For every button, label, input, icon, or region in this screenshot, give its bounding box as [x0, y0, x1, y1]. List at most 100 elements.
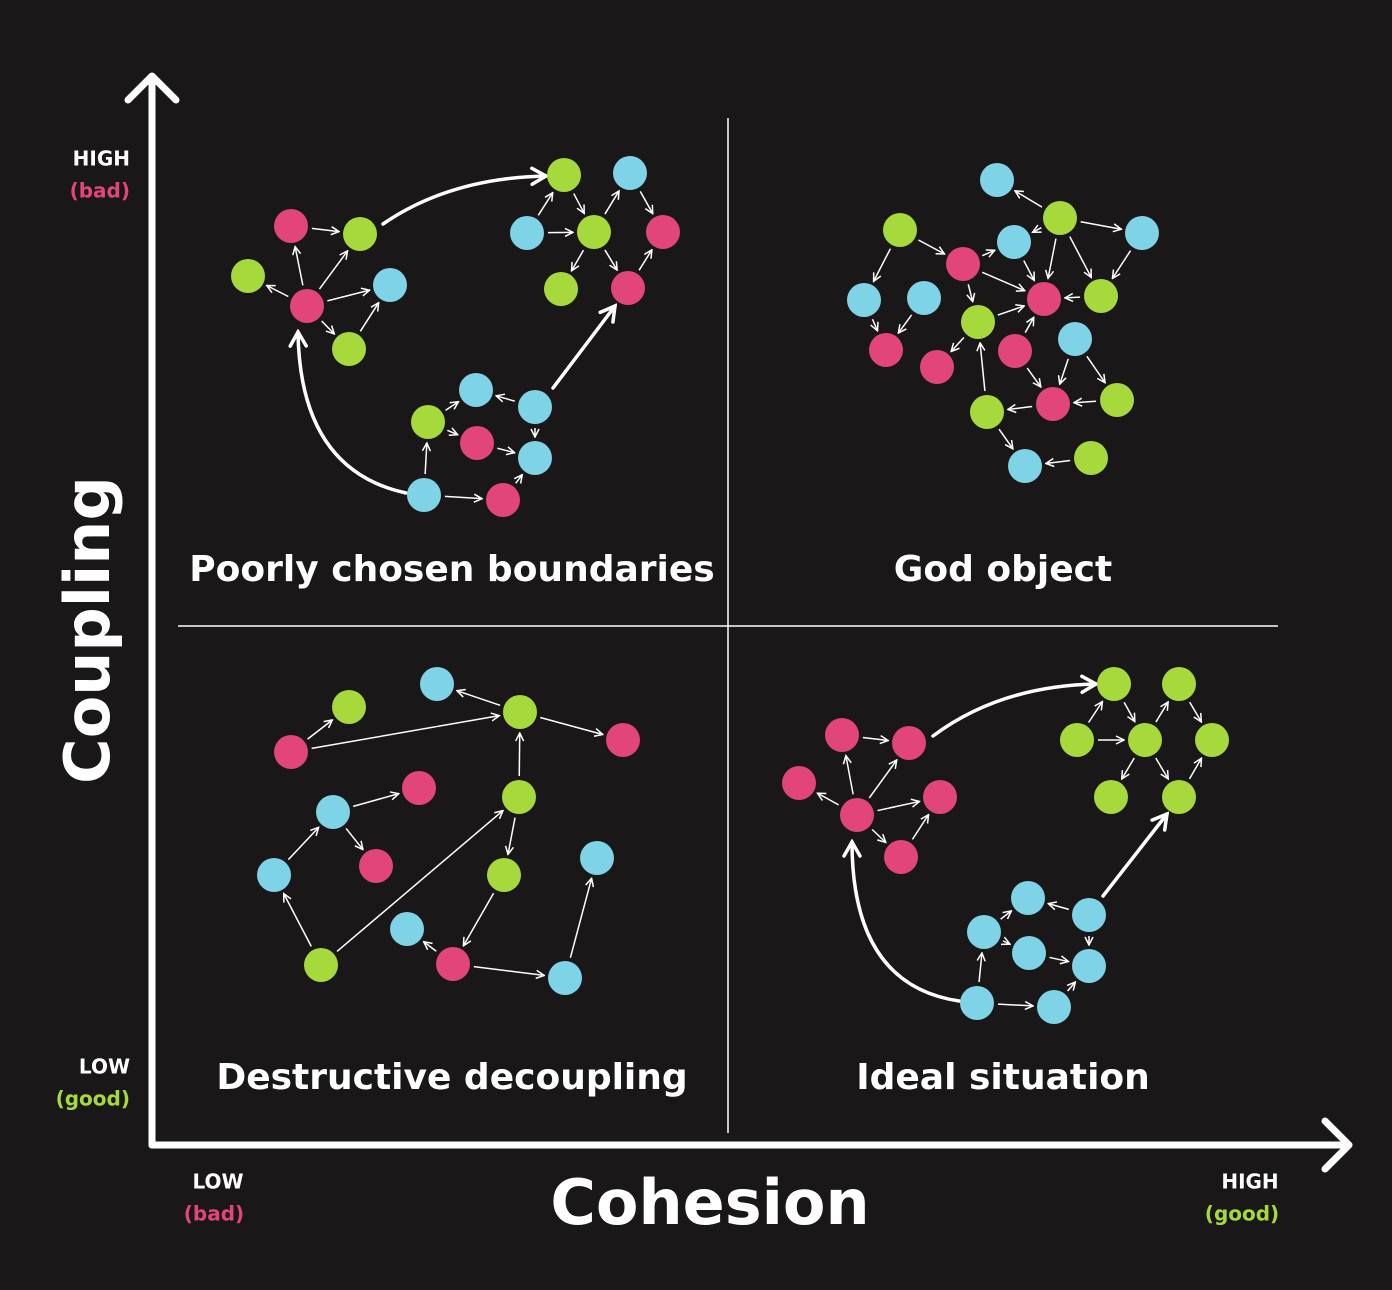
- edge: [911, 815, 928, 840]
- edge: [473, 965, 544, 976]
- node: [613, 156, 647, 190]
- edge: [868, 760, 896, 799]
- y-axis-title: Coupling: [51, 476, 124, 784]
- node: [1011, 881, 1045, 915]
- edge: [862, 737, 888, 740]
- node: [343, 217, 377, 251]
- edge: [968, 284, 972, 301]
- node: [923, 780, 957, 814]
- edge: [1080, 221, 1122, 229]
- node: [1100, 383, 1134, 417]
- edge: [998, 428, 1013, 449]
- node: [486, 483, 520, 517]
- axes: [124, 72, 1353, 1173]
- node: [257, 858, 291, 892]
- node: [332, 332, 366, 366]
- edge: [295, 247, 304, 286]
- node: [998, 334, 1032, 368]
- node: [997, 225, 1031, 259]
- edge: [336, 811, 503, 952]
- node: [825, 718, 859, 752]
- node: [1074, 441, 1108, 475]
- edge: [1048, 904, 1069, 910]
- edge: [1026, 367, 1041, 387]
- node: [544, 272, 578, 306]
- edge: [497, 448, 514, 452]
- edge: [639, 190, 652, 213]
- node: [373, 268, 407, 302]
- x-high-label: HIGH: [1221, 1170, 1278, 1194]
- edge: [1023, 260, 1034, 281]
- node: [646, 215, 680, 249]
- graphs: [231, 156, 1229, 1024]
- edge: [287, 827, 318, 861]
- edge: [638, 250, 652, 271]
- edge: [424, 942, 437, 952]
- y-low-note: (good): [56, 1087, 130, 1111]
- edge: [1049, 957, 1069, 961]
- edge: [951, 337, 965, 352]
- edge: [981, 250, 994, 255]
- node: [1162, 780, 1196, 814]
- big-arrow: [298, 332, 408, 495]
- edge: [1123, 702, 1135, 721]
- edge: [496, 396, 516, 401]
- edge: [874, 248, 892, 282]
- node: [518, 390, 552, 424]
- node: [869, 333, 903, 367]
- node: [290, 289, 324, 323]
- edge: [447, 430, 457, 434]
- node: [580, 841, 614, 875]
- big-arrow: [551, 306, 615, 390]
- edge: [1087, 702, 1103, 723]
- node: [920, 350, 954, 384]
- edge: [1024, 317, 1034, 334]
- edge: [569, 878, 591, 958]
- edge: [445, 402, 458, 411]
- edge: [537, 193, 552, 216]
- x-axis-title: Cohesion: [550, 1166, 869, 1239]
- edge: [918, 239, 944, 254]
- node: [1043, 201, 1077, 235]
- node: [460, 426, 494, 460]
- node: [1097, 667, 1131, 701]
- node: [436, 947, 470, 981]
- node: [402, 771, 436, 805]
- node: [960, 986, 994, 1020]
- quadrant-title: Ideal situation: [856, 1057, 1150, 1098]
- node: [274, 209, 308, 243]
- node: [883, 213, 917, 247]
- x-low-label: LOW: [192, 1170, 243, 1194]
- node: [1125, 216, 1159, 250]
- edge: [463, 892, 495, 946]
- node: [390, 912, 424, 946]
- edge: [327, 290, 369, 302]
- node: [547, 158, 581, 192]
- node: [304, 948, 338, 982]
- edge: [444, 496, 482, 498]
- node: [1058, 322, 1092, 356]
- quadrant-dividers: [178, 118, 1278, 1133]
- node: [1195, 723, 1229, 757]
- x-low-note: (bad): [184, 1202, 244, 1226]
- edge: [846, 756, 854, 795]
- node: [359, 849, 393, 883]
- node: [487, 858, 521, 892]
- big-arrow: [1101, 814, 1167, 898]
- edge: [997, 1004, 1033, 1006]
- edge: [1112, 250, 1132, 279]
- edge: [1008, 407, 1033, 410]
- edge: [359, 303, 378, 332]
- node: [502, 780, 536, 814]
- edge: [1155, 757, 1168, 779]
- edge: [980, 343, 986, 392]
- node: [980, 163, 1014, 197]
- edge: [1065, 297, 1081, 298]
- quadrant-title: Poorly chosen boundaries: [189, 549, 714, 590]
- edge: [997, 306, 1024, 316]
- edge: [1048, 238, 1057, 279]
- edge: [519, 733, 520, 777]
- edge: [307, 720, 333, 740]
- node: [548, 961, 582, 995]
- quadrant-title: God object: [894, 549, 1112, 590]
